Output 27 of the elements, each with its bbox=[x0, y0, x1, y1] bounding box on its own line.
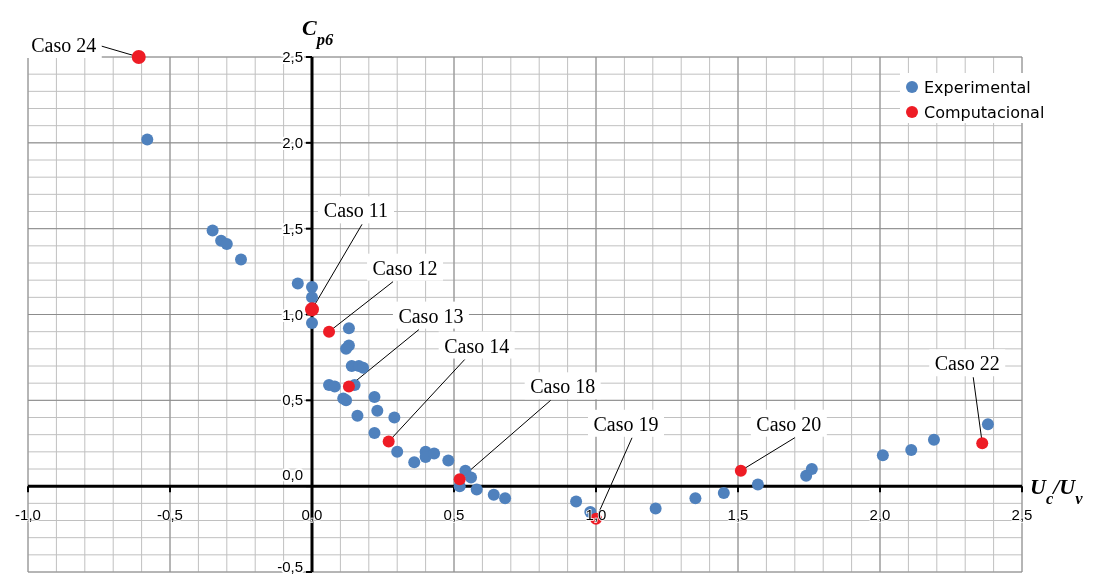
y-tick-label: 2,5 bbox=[282, 48, 303, 65]
annotation: Caso 12 bbox=[372, 256, 438, 279]
annotation: Caso 14 bbox=[444, 334, 510, 357]
y-tick-label: -0,5 bbox=[277, 558, 303, 575]
annotation: Caso 24 bbox=[31, 34, 97, 56]
x-tick-label: 0,5 bbox=[443, 506, 465, 524]
annotation: Caso 13 bbox=[398, 304, 464, 327]
x-tick-label: 1,0 bbox=[585, 506, 607, 524]
y-tick-label: 2,0 bbox=[282, 133, 303, 151]
annotation: Caso 20 bbox=[756, 412, 822, 435]
annotation: Caso 19 bbox=[593, 412, 659, 435]
x-tick-label: 2,5 bbox=[1011, 506, 1033, 524]
x-tick-label: 1,5 bbox=[727, 506, 749, 524]
y-tick-label: 0,0 bbox=[282, 466, 303, 484]
y-tick-label: 1,5 bbox=[282, 219, 303, 237]
y-tick-label: 0,5 bbox=[282, 391, 303, 409]
x-tick-label: 2,0 bbox=[869, 506, 891, 524]
legend-label: Computacional bbox=[924, 103, 1045, 122]
legend-label: Experimental bbox=[924, 78, 1031, 97]
x-axis-title: U$_{c}$/U$_{v}$ bbox=[1030, 474, 1084, 508]
annotation: Caso 18 bbox=[530, 375, 596, 398]
x-tick-label: -1,0 bbox=[15, 506, 41, 524]
annotation: Caso 11 bbox=[323, 199, 389, 222]
x-tick-label: -0,5 bbox=[157, 506, 183, 524]
annotation: Caso 22 bbox=[934, 352, 1000, 375]
y-axis-title: C$_{p6}$ bbox=[302, 15, 334, 49]
y-tick-label: 1,0 bbox=[282, 305, 303, 323]
